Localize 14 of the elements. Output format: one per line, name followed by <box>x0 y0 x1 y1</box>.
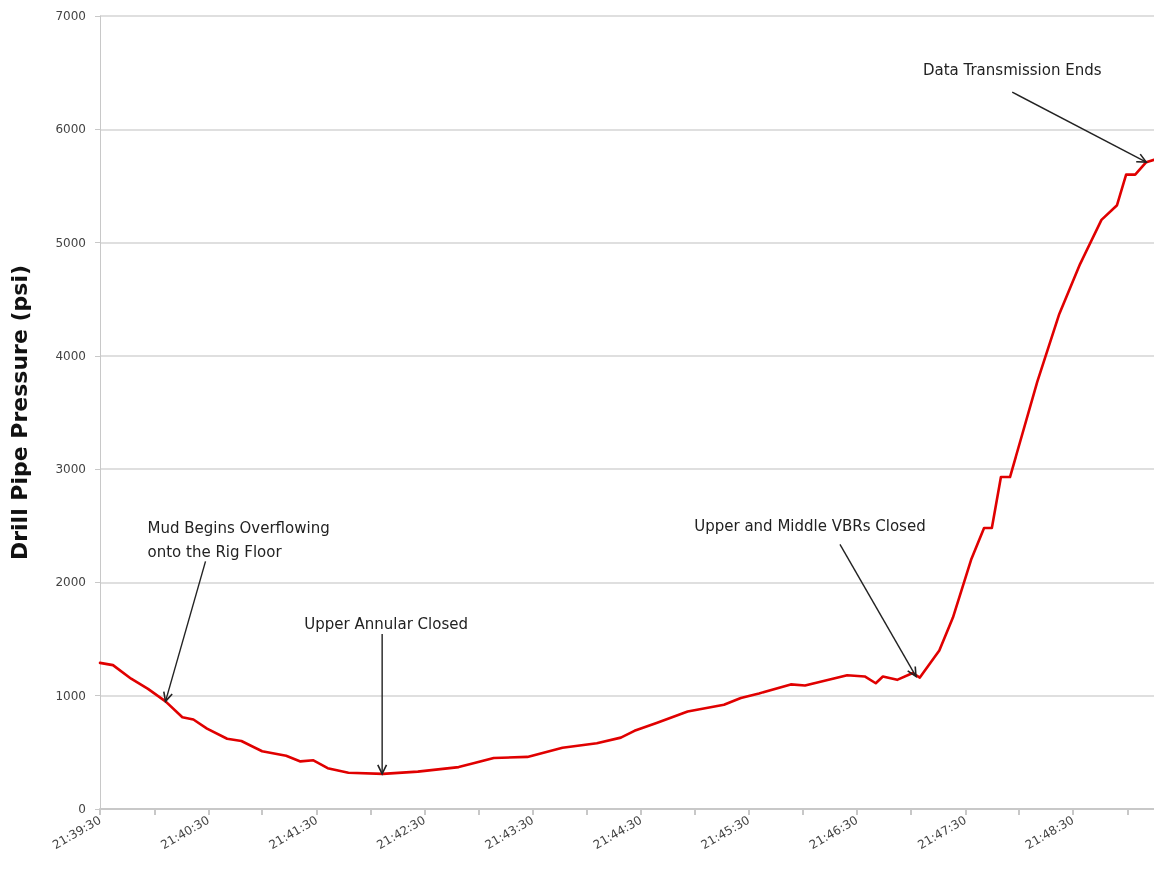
annotation: Data Transmission Ends <box>921 60 1103 82</box>
y-tick-label: 6000 <box>55 122 86 137</box>
annotation: Mud Begins Overflowing onto the Rig Floor <box>147 518 331 564</box>
y-tick-label: 4000 <box>55 348 86 363</box>
annotation: Upper and Middle VBRs Closed <box>693 516 927 538</box>
y-tick-label: 0 <box>78 802 86 816</box>
y-tick-label: 7000 <box>55 9 86 23</box>
y-tick-label: 5000 <box>55 235 86 250</box>
y-axis-title: Drill Pipe Pressure (psi) <box>6 264 32 561</box>
y-tick-label: 2000 <box>55 575 86 590</box>
y-tick-label: 3000 <box>55 462 86 477</box>
y-tick-label: 1000 <box>55 688 86 703</box>
annotation: Upper Annular Closed <box>303 613 469 635</box>
line-series <box>98 158 1154 776</box>
